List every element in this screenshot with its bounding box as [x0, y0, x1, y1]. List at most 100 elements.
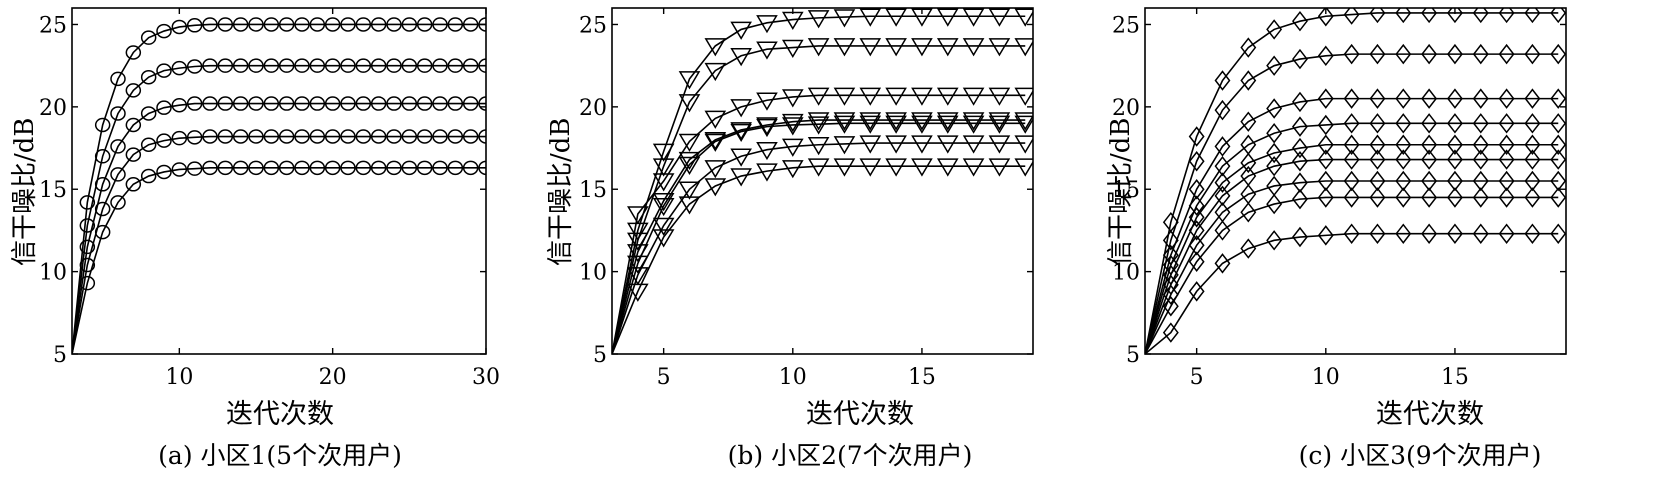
- chart-a-series-5-point: [462, 160, 479, 176]
- chart-c-series-9-point: [1498, 223, 1515, 244]
- chart-c-series-9-point: [1421, 223, 1438, 244]
- chart-a-series-5-line: [72, 167, 486, 354]
- chart-a-series-3-point: [140, 106, 157, 121]
- chart-c-series-4-point: [1188, 195, 1205, 216]
- chart-a-series-3-point: [186, 96, 203, 111]
- chart-b-series-7-point: [807, 158, 830, 177]
- chart-a-series-1-point: [171, 19, 188, 35]
- chart-b-series-7-point: [911, 158, 933, 177]
- chart-b-series-3-point: [652, 173, 675, 192]
- chart-c-series-6-point: [1421, 149, 1438, 170]
- chart-c-ytick-label: 25: [1112, 13, 1140, 38]
- chart-b-series-6-point: [859, 135, 882, 154]
- chart-c-series-8-point: [1446, 187, 1463, 208]
- chart-b-series-2-point: [833, 38, 856, 57]
- chart-a-series-5-point: [340, 160, 356, 176]
- chart-a-series-4-point: [340, 129, 356, 144]
- chart-b-series-6-point: [988, 135, 1011, 154]
- chart-a-series-1-point: [278, 17, 295, 32]
- chart-b-series-6-point: [911, 135, 933, 154]
- chart-a-series-5-point: [217, 160, 234, 176]
- chart-a-series-3-point: [401, 96, 418, 111]
- chart-b-series-7-point: [1014, 158, 1033, 177]
- chart-c-series-4-point: [1395, 113, 1412, 134]
- chart-c-series-7-point: [1188, 235, 1205, 256]
- chart-a-xlabel: 迭代次数: [226, 399, 334, 430]
- chart-a-series-5-point: [110, 195, 126, 210]
- chart-a-series-5-point: [401, 160, 418, 176]
- chart-c-series-8-point: [1317, 187, 1334, 208]
- chart-c-series-1-point: [1395, 8, 1412, 24]
- chart-c-series-9-point: [1266, 230, 1283, 251]
- chart-c-series-9-line: [1145, 232, 1559, 354]
- chart-a-series-2-line: [72, 64, 486, 354]
- chart-a-series-2-point: [248, 58, 264, 73]
- chart-c-ylabel: 信干噪比/dB: [1106, 117, 1136, 266]
- chart-a-series-4-point: [278, 129, 295, 144]
- chart-b-series-2-point: [730, 48, 752, 67]
- chart-b-series-2-point: [781, 39, 804, 59]
- chart-a-series-2-point: [202, 58, 218, 73]
- chart-a-series-4-line: [72, 135, 486, 354]
- chart-c-series-1-point: [1343, 8, 1360, 25]
- chart-a-series-4-point: [478, 129, 486, 144]
- chart-a-series-1-point: [217, 17, 234, 32]
- chart-c-series-9-point: [1472, 223, 1489, 244]
- chart-a-series-1-point: [110, 71, 126, 87]
- chart-b-series-5-point: [652, 197, 675, 217]
- chart-a-series-2-point: [217, 58, 234, 73]
- chart-c-series-1-point: [1240, 37, 1257, 58]
- chart-b-axes-frame: [611, 7, 1034, 355]
- chart-c-series-3-line: [1145, 97, 1559, 354]
- chart-b-series-2-point: [756, 41, 778, 60]
- chart-c-series-9-point: [1188, 281, 1205, 302]
- chart-panel-a: 5 10 15 20 25 10 20 30 信干噪比/dB 迭代次数 (a) 小区1(5个次…: [0, 0, 540, 496]
- chart-a-xtick-label: 30: [472, 365, 500, 390]
- chart-a-series-1-point: [432, 17, 448, 32]
- chart-b-series-5-point: [962, 115, 985, 134]
- chart-b-xtick-label: 5: [657, 365, 671, 390]
- chart-a-series-2-point: [156, 63, 172, 78]
- chart-c-series-9-point: [1317, 225, 1334, 246]
- chart-b-series-4-point: [885, 112, 907, 131]
- chart-a-series-1-point: [386, 17, 402, 32]
- chart-b-xtick-label: 15: [908, 365, 936, 390]
- chart-a-caption: (a) 小区1(5个次用户): [158, 441, 402, 470]
- chart-c-series-5-point: [1421, 134, 1438, 155]
- chart-c-series-3-point: [1292, 91, 1308, 113]
- chart-a-series-4-point: [232, 129, 249, 144]
- chart-b-series-1-point: [730, 21, 752, 40]
- chart-a-series-5-point: [370, 160, 387, 176]
- chart-c-series-5-point: [1550, 134, 1566, 155]
- chart-c-series-2-line: [1145, 53, 1559, 354]
- chart-a-series-3-point: [248, 96, 264, 111]
- chart-a-series-3-point: [110, 139, 126, 154]
- chart-b-series-6-point: [730, 148, 752, 167]
- chart-c-series-9-point: [1550, 223, 1566, 244]
- chart-b-series-2-point: [885, 38, 907, 57]
- chart-b-series-2-point: [988, 38, 1011, 57]
- chart-a-series-3-point: [202, 96, 218, 111]
- chart-a-series-3-point: [370, 96, 387, 111]
- chart-a-series-4-point: [186, 130, 203, 145]
- chart-c-series-6-point: [1369, 149, 1386, 170]
- chart-c-series-2-point: [1292, 48, 1308, 70]
- chart-b-series-2-line: [612, 45, 1026, 354]
- chart-a-series-5-point: [355, 160, 372, 176]
- chart-a-series-1-point: [140, 30, 157, 45]
- chart-b-series-5-point: [756, 118, 778, 138]
- chart-c-series-2-point: [1395, 43, 1412, 65]
- chart-c-series-6-point: [1292, 151, 1308, 172]
- chart-c-series-8-point: [1524, 187, 1541, 208]
- chart-a-series-4-point: [386, 129, 402, 144]
- chart-b-series-2-point: [678, 94, 701, 113]
- chart-a-series-3-point: [447, 96, 464, 111]
- chart-c-series-1-point: [1188, 126, 1205, 147]
- chart-c-series-6-point: [1395, 149, 1412, 170]
- chart-b-series-7-point: [704, 178, 727, 197]
- chart-c-series-4-point: [1214, 155, 1231, 177]
- chart-a-series-5-point: [232, 160, 249, 176]
- chart-b-series-6-point: [936, 135, 959, 154]
- chart-c-series-7-point: [1421, 170, 1438, 192]
- chart-b-series-7-line: [612, 165, 1026, 354]
